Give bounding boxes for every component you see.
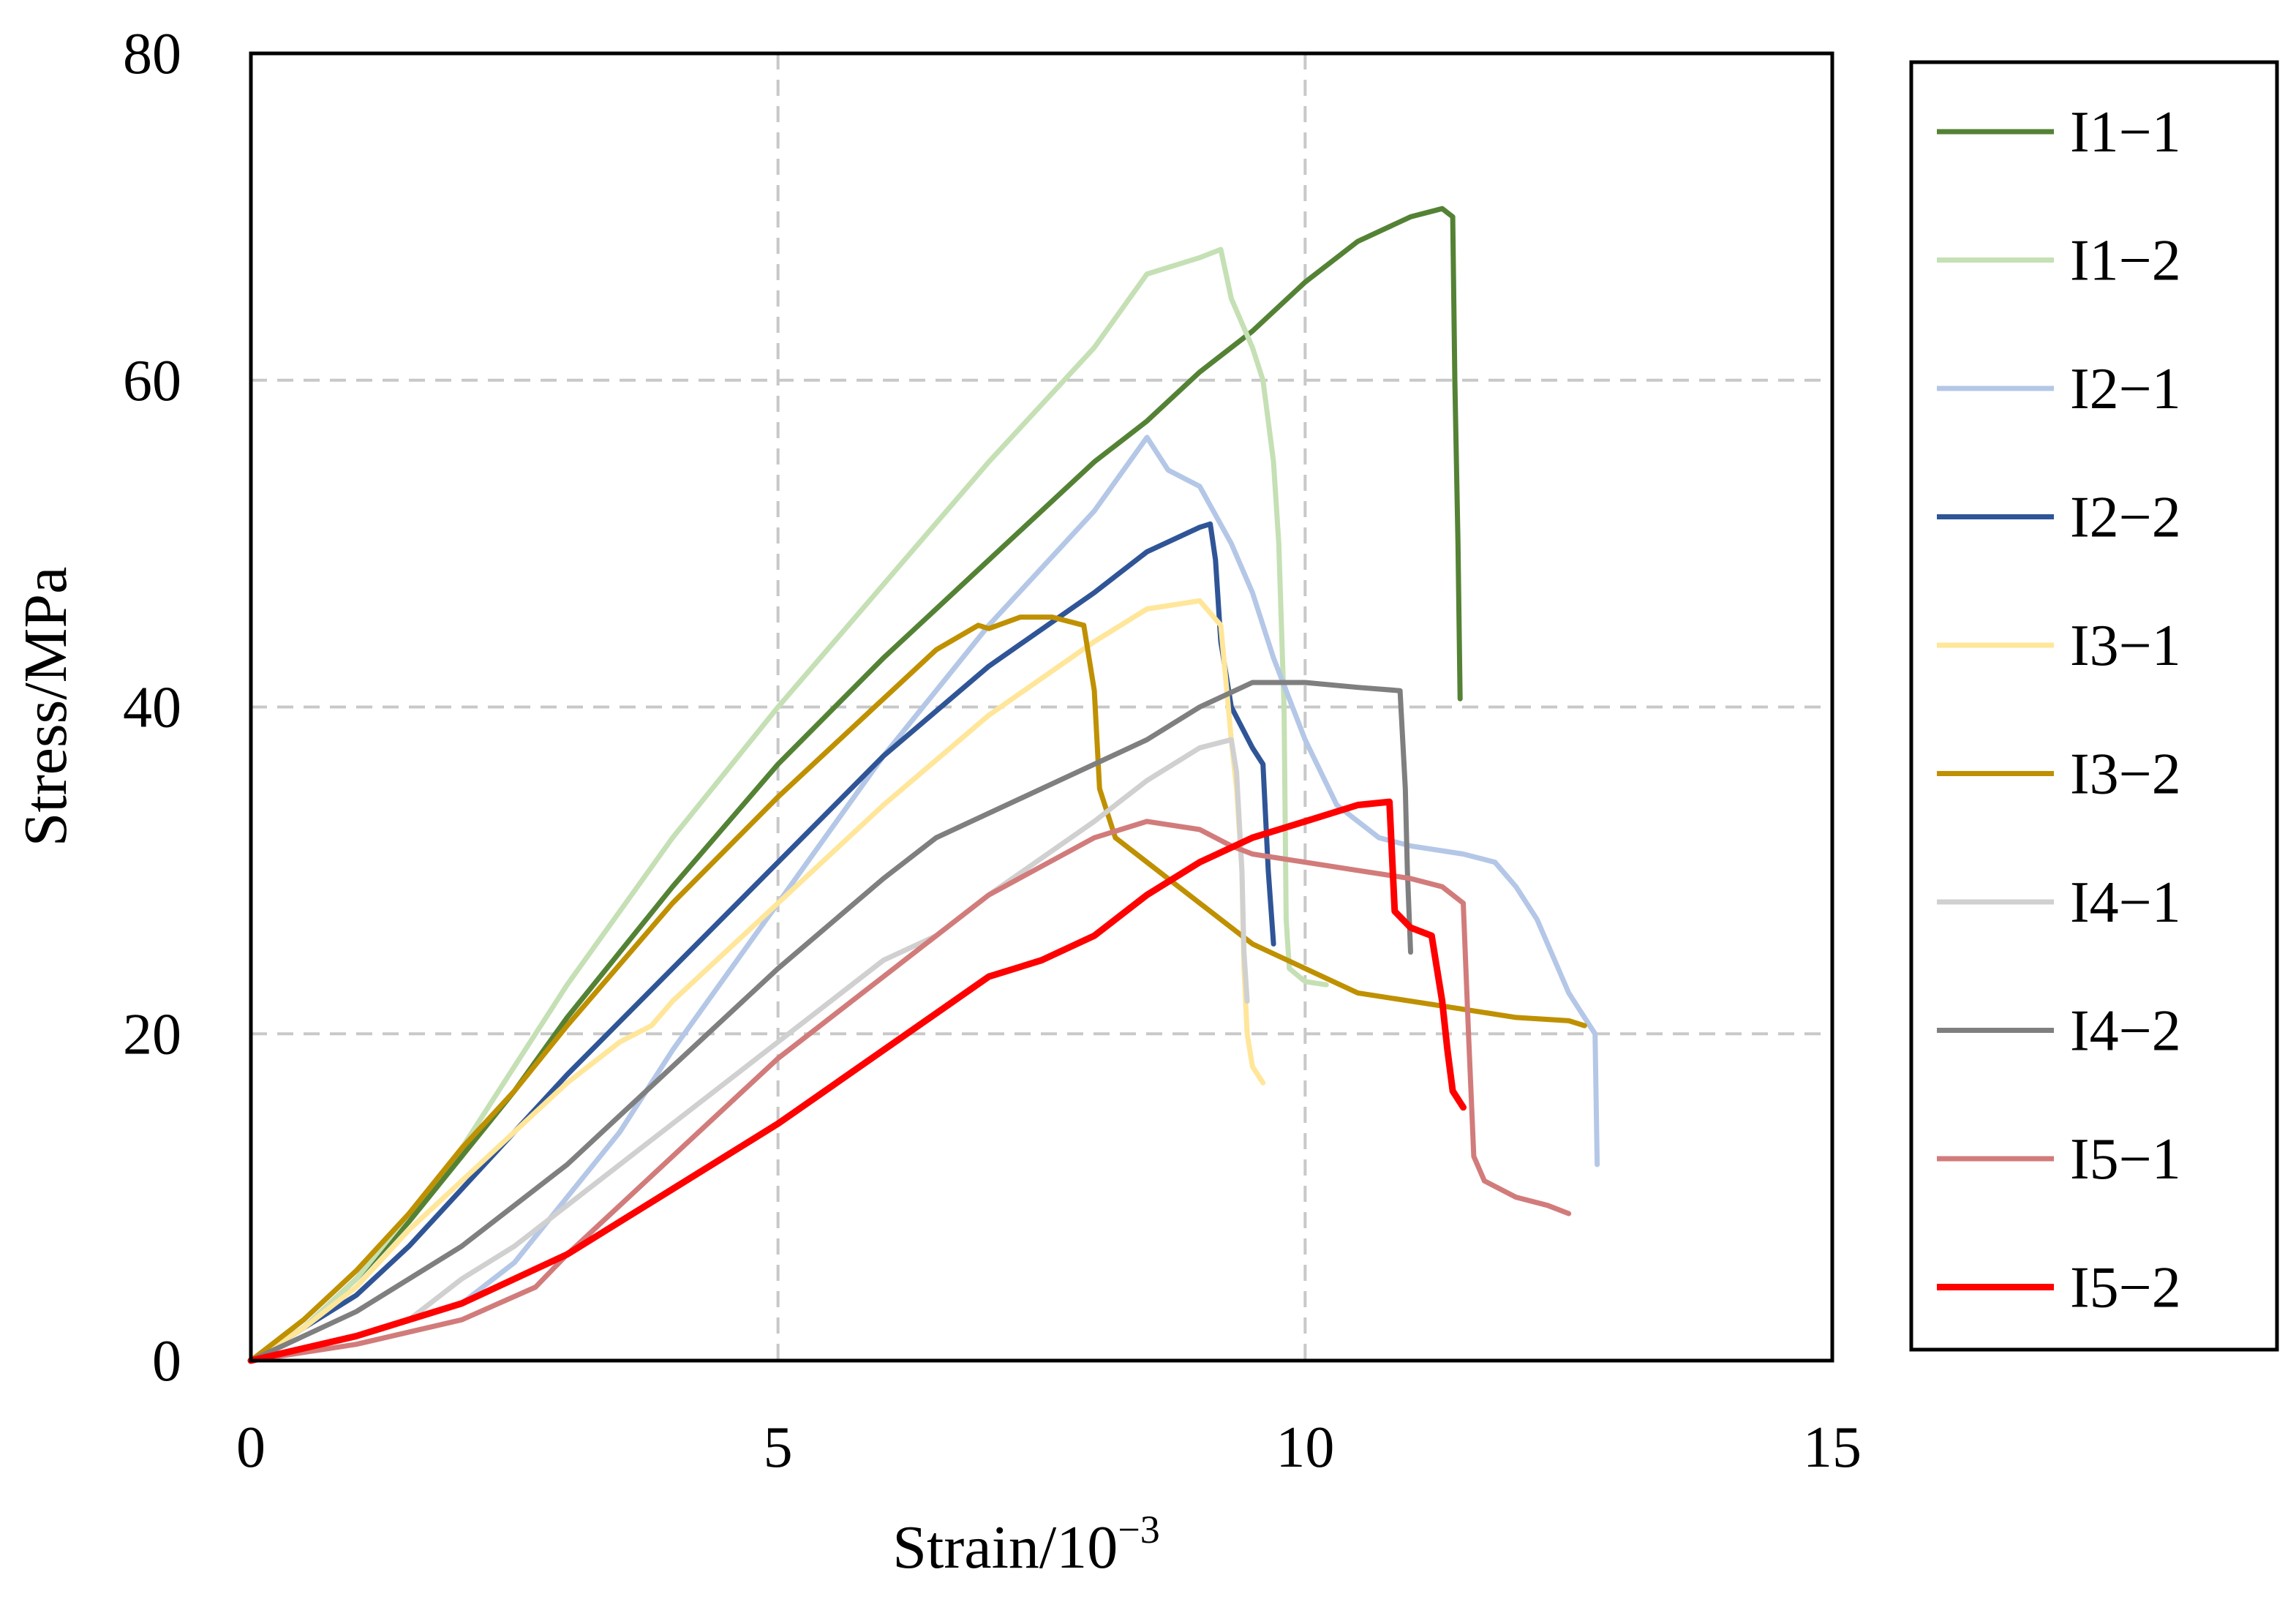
- x-axis-title-base: Strain/10: [892, 1513, 1118, 1582]
- legend-label-i5-2: I5−2: [2070, 1256, 2181, 1320]
- legend-label-i1-2: I1−2: [2070, 229, 2181, 293]
- series-line-i3-2: [248, 614, 1587, 1364]
- x-axis-title-superscript: −3: [1118, 1508, 1159, 1552]
- series-line-i4-2: [248, 680, 1413, 1364]
- x-tick-labels: 0 5 10 15: [236, 1415, 1862, 1480]
- legend: I1−1 I1−2 I2−1 I2−2 I3−1 I3−2 I4−1 I4−2 I5−1 I5−2: [1937, 100, 2181, 1320]
- legend-label-i1-1: I1−1: [2070, 100, 2181, 165]
- legend-label-i3-1: I3−1: [2070, 614, 2181, 678]
- x-tick-label: 5: [764, 1415, 793, 1480]
- x-axis-title: Strain/10−3: [892, 1508, 1159, 1582]
- y-tick-label: 80: [123, 22, 181, 86]
- legend-label-i4-1: I4−1: [2070, 870, 2181, 935]
- gridlines: [251, 53, 1832, 1361]
- y-axis-title: Stress/MPa: [12, 567, 80, 847]
- series-line-i1-1: [248, 206, 1463, 1364]
- series-line-i2-1: [248, 435, 1600, 1364]
- legend-label-i2-1: I2−1: [2070, 357, 2181, 421]
- legend-label-i3-2: I3−2: [2070, 742, 2181, 807]
- series-line-i2-2: [248, 521, 1276, 1364]
- y-tick-label: 0: [152, 1329, 181, 1394]
- y-tick-label: 40: [123, 676, 181, 740]
- legend-box: [1909, 60, 2279, 1352]
- legend-label-i2-2: I2−2: [2070, 486, 2181, 550]
- legend-label-i5-1: I5−1: [2070, 1127, 2181, 1192]
- y-tick-labels: 0 20 40 60 80: [123, 22, 181, 1394]
- x-tick-label: 0: [236, 1415, 266, 1480]
- x-tick-label: 10: [1276, 1415, 1334, 1480]
- y-tick-label: 60: [123, 349, 181, 413]
- y-tick-label: 20: [123, 1002, 181, 1067]
- series-lines: [247, 206, 1600, 1364]
- legend-label-i4-2: I4−2: [2070, 999, 2181, 1064]
- series-line-i5-2: [247, 798, 1467, 1364]
- x-tick-label: 15: [1803, 1415, 1862, 1480]
- plot-area-frame: [249, 51, 1834, 1363]
